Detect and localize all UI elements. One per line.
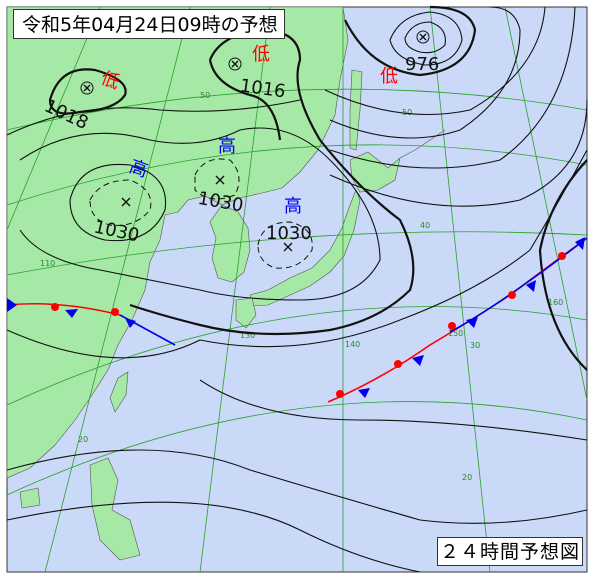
low-label: 低 bbox=[252, 44, 270, 65]
lat-label: 50 bbox=[402, 108, 412, 117]
center-cross-icon bbox=[228, 57, 242, 71]
center-cross-icon bbox=[283, 242, 293, 252]
lat-label: 20 bbox=[78, 435, 88, 444]
pressure-value: 976 bbox=[405, 54, 439, 75]
grid-labels: 50 40 30 20 110 130 140 150 160 50 20 bbox=[40, 91, 563, 482]
land-honshu bbox=[249, 189, 361, 307]
lat-label: 30 bbox=[470, 341, 480, 350]
lat-label: 20 bbox=[462, 473, 472, 482]
lon-label: 150 bbox=[448, 329, 463, 338]
fronts bbox=[6, 237, 588, 403]
high-label: 高 bbox=[218, 136, 236, 157]
center-cross-icon bbox=[80, 81, 94, 95]
land-hokkaido bbox=[349, 151, 401, 193]
forecast-label: ２４時間予想図 bbox=[437, 537, 583, 566]
map-title: 令和5年04月24日09時の予想 bbox=[13, 9, 285, 39]
center-cross-icon bbox=[215, 175, 225, 185]
lon-label: 140 bbox=[345, 340, 360, 349]
lon-label: 160 bbox=[548, 298, 563, 307]
center-cross-icon bbox=[121, 197, 131, 207]
high-label: 高 bbox=[284, 196, 302, 217]
lon-label: 130 bbox=[240, 331, 255, 340]
isobars bbox=[6, 5, 588, 573]
land-hainan bbox=[19, 487, 41, 509]
land-sakhalin bbox=[349, 69, 363, 151]
land-kuril bbox=[399, 129, 446, 159]
center-cross-icon bbox=[416, 30, 430, 44]
land-asia bbox=[6, 6, 349, 479]
lat-label: 50 bbox=[200, 91, 210, 100]
lon-label: 110 bbox=[40, 259, 55, 268]
land-philippines bbox=[89, 457, 141, 561]
pressure-value: 1030 bbox=[266, 223, 312, 244]
lat-label: 40 bbox=[420, 221, 430, 230]
low-label: 低 bbox=[380, 66, 398, 87]
land-taiwan bbox=[109, 371, 129, 413]
